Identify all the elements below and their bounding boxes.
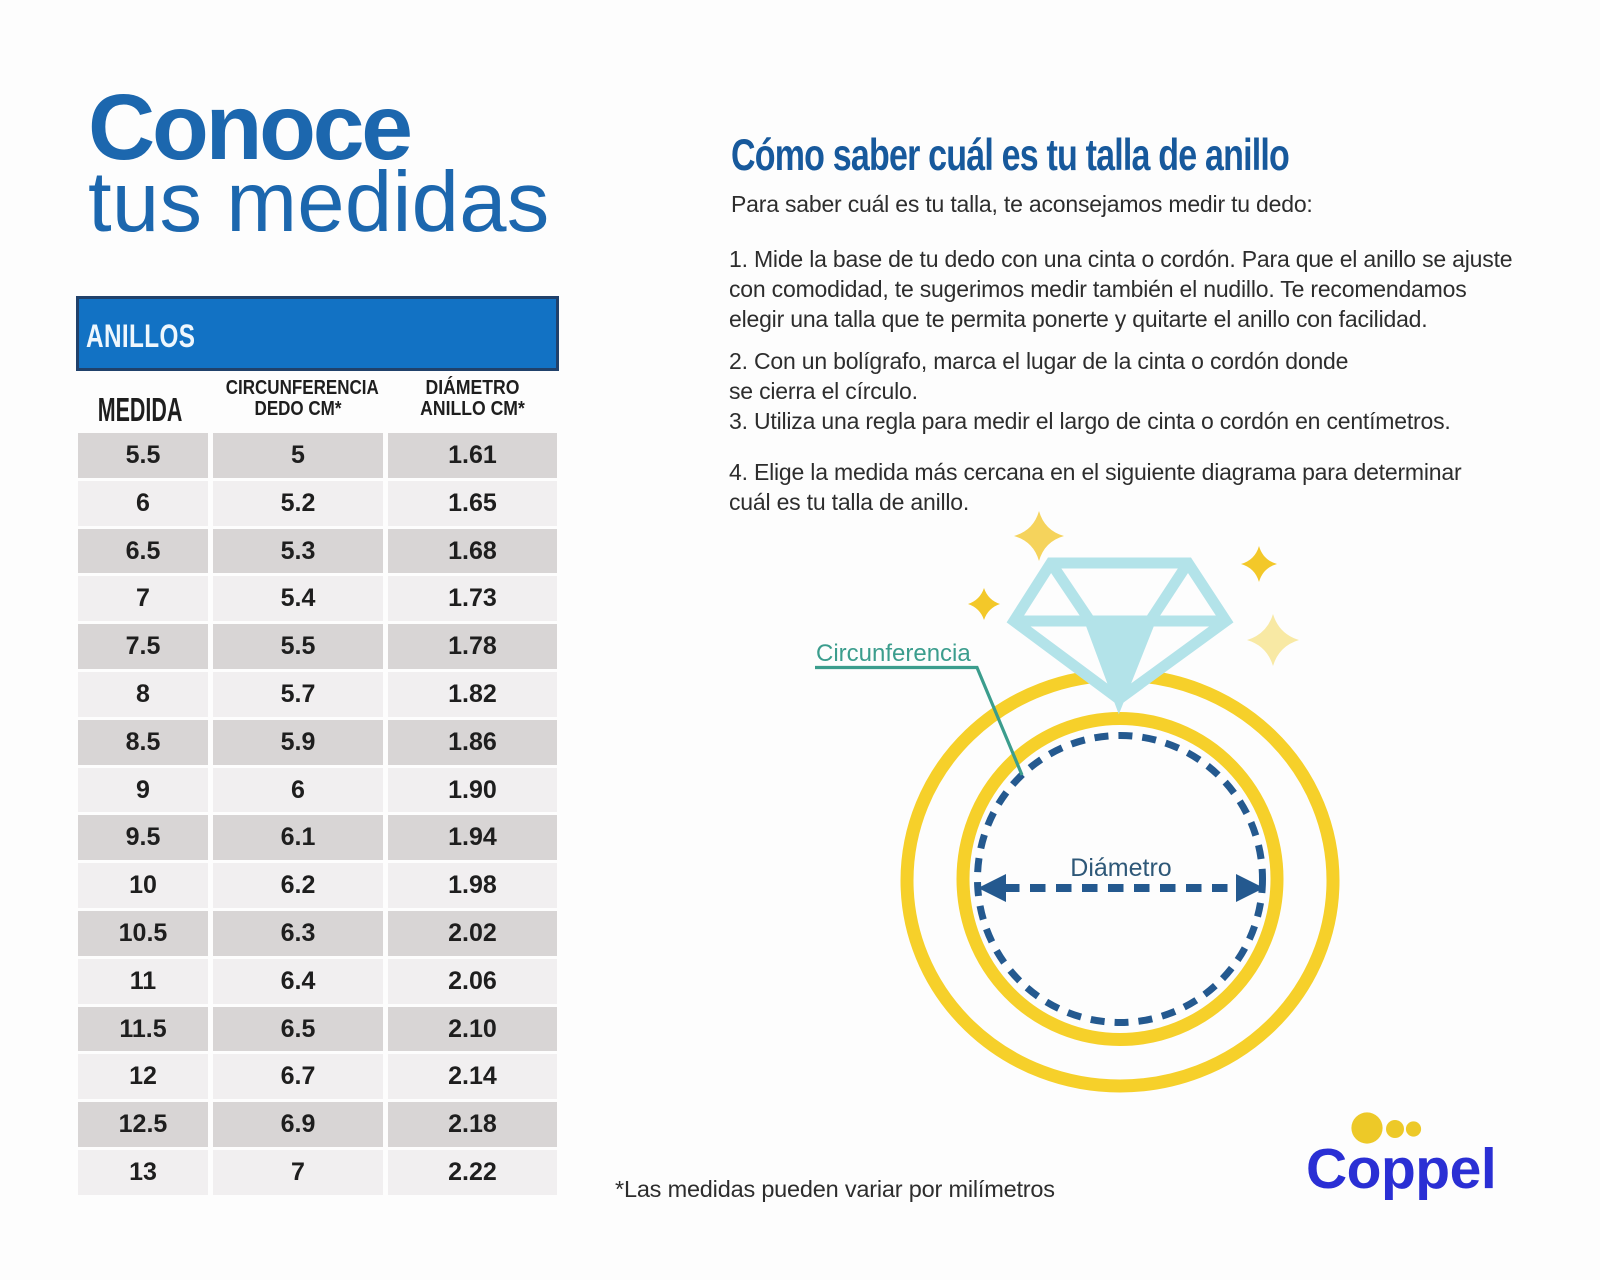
svg-text:Diámetro: Diámetro	[1070, 854, 1171, 882]
svg-text:Circunferencia: Circunferencia	[816, 640, 971, 667]
